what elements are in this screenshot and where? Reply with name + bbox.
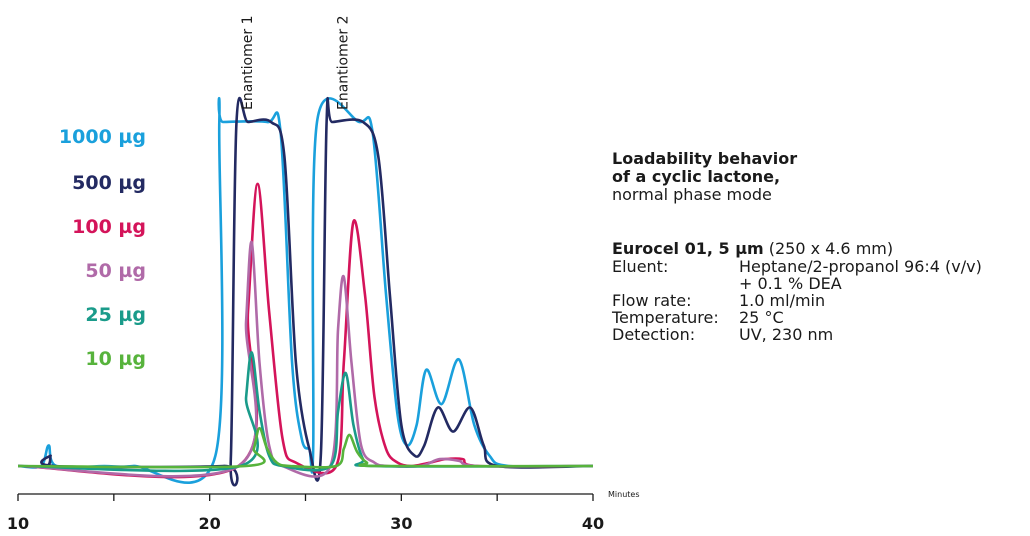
condition-row: Detection: UV, 230 nm	[612, 326, 982, 343]
legend-item-1000: 1000 µg	[58, 126, 146, 148]
condition-value: UV, 230 nm	[739, 325, 834, 344]
peak-annotation: Enantiomer 2	[336, 16, 352, 110]
trace-10ug	[17, 426, 594, 469]
traces	[17, 96, 594, 487]
peak-annotations: Enantiomer 1 Enantiomer 2	[240, 16, 352, 110]
peak-annotation: Enantiomer 1	[240, 16, 256, 110]
info-subtitle: normal phase mode	[612, 185, 772, 204]
column-dimensions: (250 x 4.6 mm)	[763, 239, 894, 258]
column-spec: Eurocel 01, 5 µm (250 x 4.6 mm)	[612, 240, 982, 258]
condition-row: Flow rate: 1.0 ml/min	[612, 292, 982, 309]
legend-item-100: 100 µg	[72, 216, 146, 238]
trace-1000ug	[17, 97, 594, 484]
x-axis-label: Minutes	[608, 490, 640, 499]
x-tick-label: 10	[7, 514, 29, 533]
info-panel: Loadability behavior of a cyclic lactone…	[612, 150, 797, 204]
x-axis-ticks: 10 20 30 40	[7, 494, 604, 533]
legend-item-25: 25 µg	[85, 304, 146, 326]
legend-item-50: 50 µg	[85, 260, 146, 282]
legend-item-10: 10 µg	[85, 348, 146, 370]
condition-label: Flow rate:	[612, 291, 692, 310]
x-tick-label: 30	[390, 514, 412, 533]
trace-500ug	[17, 96, 594, 487]
condition-label: Eluent:	[612, 257, 669, 276]
condition-row: Eluent: Heptane/2-propanol 96:4 (v/v)	[612, 258, 982, 275]
condition-value: 1.0 ml/min	[739, 291, 826, 310]
condition-label	[612, 275, 739, 292]
trace-25ug	[17, 351, 594, 473]
info-title-line2: of a cyclic lactone,	[612, 167, 781, 186]
condition-value: 25 °C	[739, 308, 784, 327]
info-title-line1: Loadability behavior	[612, 149, 798, 168]
conditions-panel: Eurocel 01, 5 µm (250 x 4.6 mm) Eluent: H…	[612, 240, 982, 344]
condition-label: Detection:	[612, 325, 696, 344]
conditions-list: Eluent: Heptane/2-propanol 96:4 (v/v) + 0.…	[612, 258, 982, 343]
x-tick-label: 40	[582, 514, 604, 533]
legend-item-500: 500 µg	[72, 172, 146, 194]
x-tick-label: 20	[199, 514, 221, 533]
condition-row: + 0.1 % DEA	[612, 275, 982, 292]
column-name: Eurocel 01, 5 µm	[612, 239, 764, 258]
condition-value: Heptane/2-propanol 96:4 (v/v)	[739, 257, 982, 276]
condition-label: Temperature:	[612, 308, 719, 327]
condition-row: Temperature: 25 °C	[612, 309, 982, 326]
condition-value: + 0.1 % DEA	[739, 274, 842, 293]
trace-50ug	[17, 240, 594, 478]
